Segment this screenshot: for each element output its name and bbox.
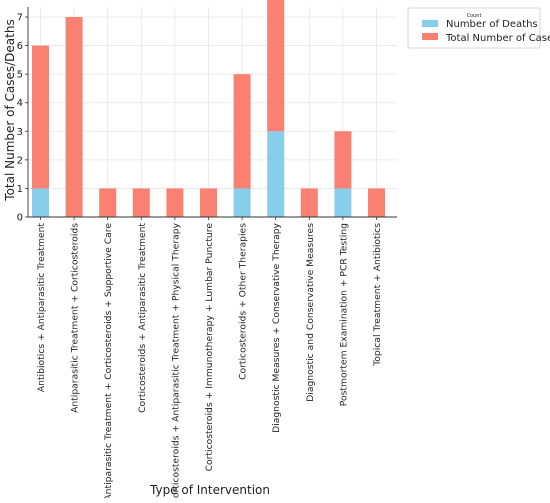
bar-cases [99, 188, 117, 217]
y-tick-label: 4 [17, 98, 23, 109]
y-tick-label: 1 [17, 184, 23, 195]
x-tick-label: Corticosteroids + Antiparasitic Treatmen… [137, 223, 148, 413]
x-tick-label: Antiparasitic Treatment + Corticosteroid… [70, 223, 81, 413]
y-tick-label: 6 [17, 41, 23, 52]
x-tick-label: Diagnostic Measures + Conservative Thera… [271, 222, 282, 432]
bars [32, 0, 385, 217]
x-tick-label: Antiparasitic Treatment + Corticosteroid… [103, 223, 114, 498]
bar-deaths [233, 188, 251, 217]
x-tick-label: Corticosteroids + Antiparasitic Treatmen… [170, 222, 181, 498]
x-tick-labels: Antibiotics + Antiparasitic Treatment Ant… [36, 222, 383, 503]
y-tick-label: 0 [17, 213, 23, 224]
bar-cases [65, 17, 83, 217]
y-tick-label: 7 [17, 13, 23, 24]
legend-swatch-cases [422, 33, 438, 40]
x-tick-label: Postmortem Examination + PCR Testing [338, 223, 349, 406]
x-tick-label: Corticosteroids + Other Therapies [238, 223, 249, 380]
x-tick-label: Diagnostic and Conservative Measures [305, 223, 316, 402]
bar-cases [233, 74, 251, 189]
bar-deaths [267, 131, 285, 217]
legend-title: Count [467, 13, 482, 19]
legend: Count Number of Deaths Total Number of C… [407, 7, 550, 49]
y-tick-label: 2 [17, 155, 23, 166]
y-tick-label: 5 [17, 70, 23, 81]
legend-frame [407, 7, 541, 49]
y-tick-labels: 0 1 2 3 4 5 6 7 [17, 13, 23, 224]
gridlines [28, 7, 397, 218]
bar-cases [368, 188, 385, 217]
bar-cases [132, 188, 150, 217]
y-tick-label: 3 [17, 127, 23, 138]
bar-deaths [32, 188, 49, 217]
y-axis-label: Total Number of Cases/Deaths [3, 19, 17, 201]
x-tick-label: Corticosteroids + Immunotherapy + Lumbar… [204, 223, 215, 472]
bar-cases [267, 0, 285, 132]
legend-label-cases: Total Number of Cases [445, 33, 550, 44]
bar-cases [32, 45, 49, 189]
bar-cases [334, 131, 352, 189]
bar-cases [166, 188, 184, 217]
bar-cases [300, 188, 318, 217]
axes [25, 7, 397, 220]
x-tick-label: Topical Treatment + Antibiotics [372, 223, 383, 367]
x-tick-label: Antibiotics + Antiparasitic Treatment [36, 223, 47, 393]
legend-label-deaths: Number of Deaths [446, 19, 538, 30]
bar-deaths [334, 188, 352, 217]
x-axis-label: Type of Intervention [149, 483, 270, 497]
legend-swatch-deaths [422, 20, 438, 27]
bar-cases [200, 188, 217, 217]
